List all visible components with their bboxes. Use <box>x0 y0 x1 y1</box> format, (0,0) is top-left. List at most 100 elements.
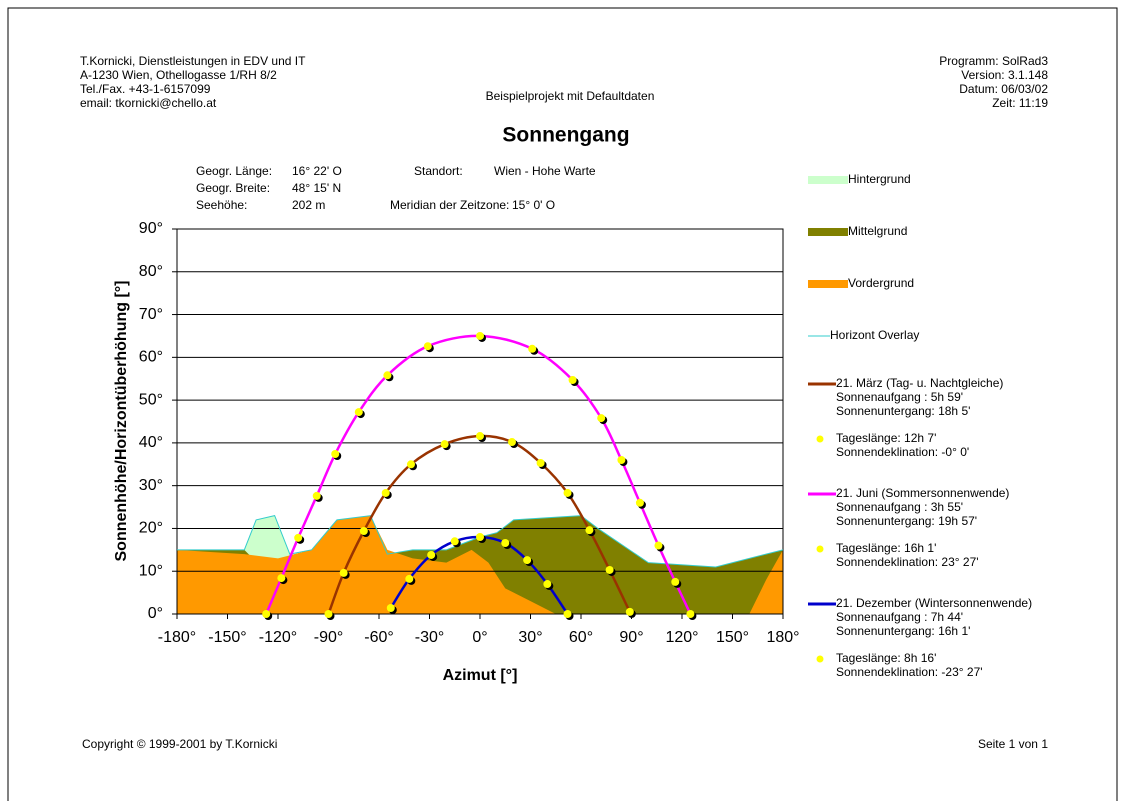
horizon-area <box>177 515 783 614</box>
hour-dot <box>423 342 432 351</box>
hour-dot <box>324 610 333 618</box>
y-axis-title: Sonnenhöhe/Horizontüberhöhung [°] <box>113 280 130 561</box>
header-right: Programm: SolRad3 <box>939 54 1048 68</box>
hour-dot <box>563 488 572 497</box>
hour-dot <box>536 458 545 467</box>
y-tick-label: 60° <box>139 349 163 366</box>
legend-swatch <box>808 280 848 288</box>
legend-detail: Sonnenuntergang: 19h 57' <box>836 514 977 528</box>
legend-swatch <box>808 228 848 236</box>
horizon-overlay <box>177 515 784 568</box>
hour-dot <box>507 438 516 447</box>
hour-dot <box>406 460 415 469</box>
hour-dot <box>359 527 368 536</box>
hour-dot <box>543 580 552 589</box>
x-tick-label: -150° <box>208 629 246 646</box>
hour-dot <box>312 491 321 500</box>
legend-detail: Tageslänge: 12h 7' <box>836 431 936 445</box>
legend-detail: Sonnendeklination: -0° 0' <box>836 445 969 459</box>
y-tick-label: 70° <box>139 306 163 323</box>
hour-dot <box>440 440 449 449</box>
footer-page: Seite 1 von 1 <box>978 737 1048 751</box>
hour-dot <box>427 550 436 559</box>
hour-dot <box>523 556 532 565</box>
hour-dot <box>331 450 340 459</box>
footer-copyright: Copyright © 1999-2001 by T.Kornicki <box>82 737 277 751</box>
hour-dot <box>686 610 695 618</box>
hour-dot <box>605 565 614 574</box>
hour-dot <box>339 568 348 577</box>
hour-dot <box>625 607 634 616</box>
info-value: 16° 22' O <box>292 164 342 178</box>
x-tick-label: 60° <box>569 629 593 646</box>
hour-dot <box>563 610 572 618</box>
chart-title: Sonnengang <box>502 124 629 147</box>
legend-detail: Sonnendeklination: -23° 27' <box>836 665 983 679</box>
plot-frame <box>176 228 784 615</box>
header-left: Tel./Fax. +43-1-6157099 <box>80 82 211 96</box>
hour-dot <box>528 344 537 353</box>
hour-dot <box>476 331 484 340</box>
legend-label: 21. Dezember (Wintersonnenwende) <box>836 596 1032 610</box>
page-border <box>7 7 1118 801</box>
legend-detail: Sonnenaufgang : 3h 55' <box>836 500 963 514</box>
legend-swatch <box>808 176 848 184</box>
legend-label: Horizont Overlay <box>830 328 919 342</box>
header-left: email: tkornicki@chello.at <box>80 96 217 110</box>
legend-detail: Sonnenuntergang: 16h 1' <box>836 624 970 638</box>
info-value: 15° 0' O <box>512 198 555 212</box>
header-right: Version: 3.1.148 <box>961 68 1048 82</box>
hour-dot <box>381 488 390 497</box>
hour-dot <box>585 526 594 535</box>
x-axis-title: Azimut [°] <box>443 667 518 684</box>
x-tick-label: -180° <box>158 629 196 646</box>
hour-dot <box>501 538 510 547</box>
legend-detail: Sonnenaufgang : 7h 44' <box>836 610 963 624</box>
hour-dot <box>476 533 484 541</box>
header-right: Zeit: 11:19 <box>992 96 1048 110</box>
legend-label: 21. März (Tag- u. Nachtgleiche) <box>836 376 1003 390</box>
legend-detail: Sonnenuntergang: 18h 5' <box>836 404 970 418</box>
hour-dot <box>262 610 271 618</box>
hour-dot <box>386 604 395 613</box>
legend-dot <box>816 435 824 443</box>
info-value: Wien - Hohe Warte <box>494 164 596 178</box>
info-label: Standort: <box>414 164 463 178</box>
info-label: Geogr. Breite: <box>196 181 270 195</box>
hour-dot <box>617 456 626 464</box>
x-tick-label: -90° <box>314 629 344 646</box>
x-tick-label: 90° <box>619 629 643 646</box>
y-tick-label: 50° <box>139 391 163 408</box>
hour-dot <box>277 574 286 583</box>
info-label: Seehöhe: <box>196 198 247 212</box>
y-tick-label: 0° <box>148 605 163 622</box>
x-tick-label: -30° <box>415 629 445 646</box>
hour-dot <box>294 533 303 542</box>
x-tick-label: 120° <box>665 629 698 646</box>
legend-dot <box>816 655 824 663</box>
hour-dot <box>405 574 414 583</box>
y-tick-label: 10° <box>139 562 163 579</box>
y-tick-label: 80° <box>139 263 163 280</box>
x-tick-label: 30° <box>518 629 542 646</box>
y-tick-label: 90° <box>139 220 163 237</box>
header-right: Datum: 06/03/02 <box>959 82 1048 96</box>
legend-label: Vordergrund <box>848 276 914 290</box>
legend-dot <box>816 545 824 553</box>
header-center: Beispielprojekt mit Defaultdaten <box>486 89 655 103</box>
hour-dot <box>383 371 392 380</box>
x-tick-label: -120° <box>259 629 297 646</box>
legend-label: Mittelgrund <box>848 224 907 238</box>
hour-dot <box>354 408 363 417</box>
info-label: Geogr. Länge: <box>196 164 272 178</box>
x-tick-label: 0° <box>472 629 487 646</box>
y-tick-label: 30° <box>139 477 163 494</box>
header-left: T.Kornicki, Dienstleistungen in EDV und … <box>80 54 306 68</box>
legend-detail: Tageslänge: 16h 1' <box>836 541 936 555</box>
hour-dot <box>654 541 663 550</box>
hour-dot <box>568 376 577 385</box>
legend-detail: Tageslänge: 8h 16' <box>836 651 936 665</box>
info-value: 202 m <box>292 198 325 212</box>
legend-detail: Sonnenaufgang : 5h 59' <box>836 390 963 404</box>
hour-dot <box>635 498 644 507</box>
